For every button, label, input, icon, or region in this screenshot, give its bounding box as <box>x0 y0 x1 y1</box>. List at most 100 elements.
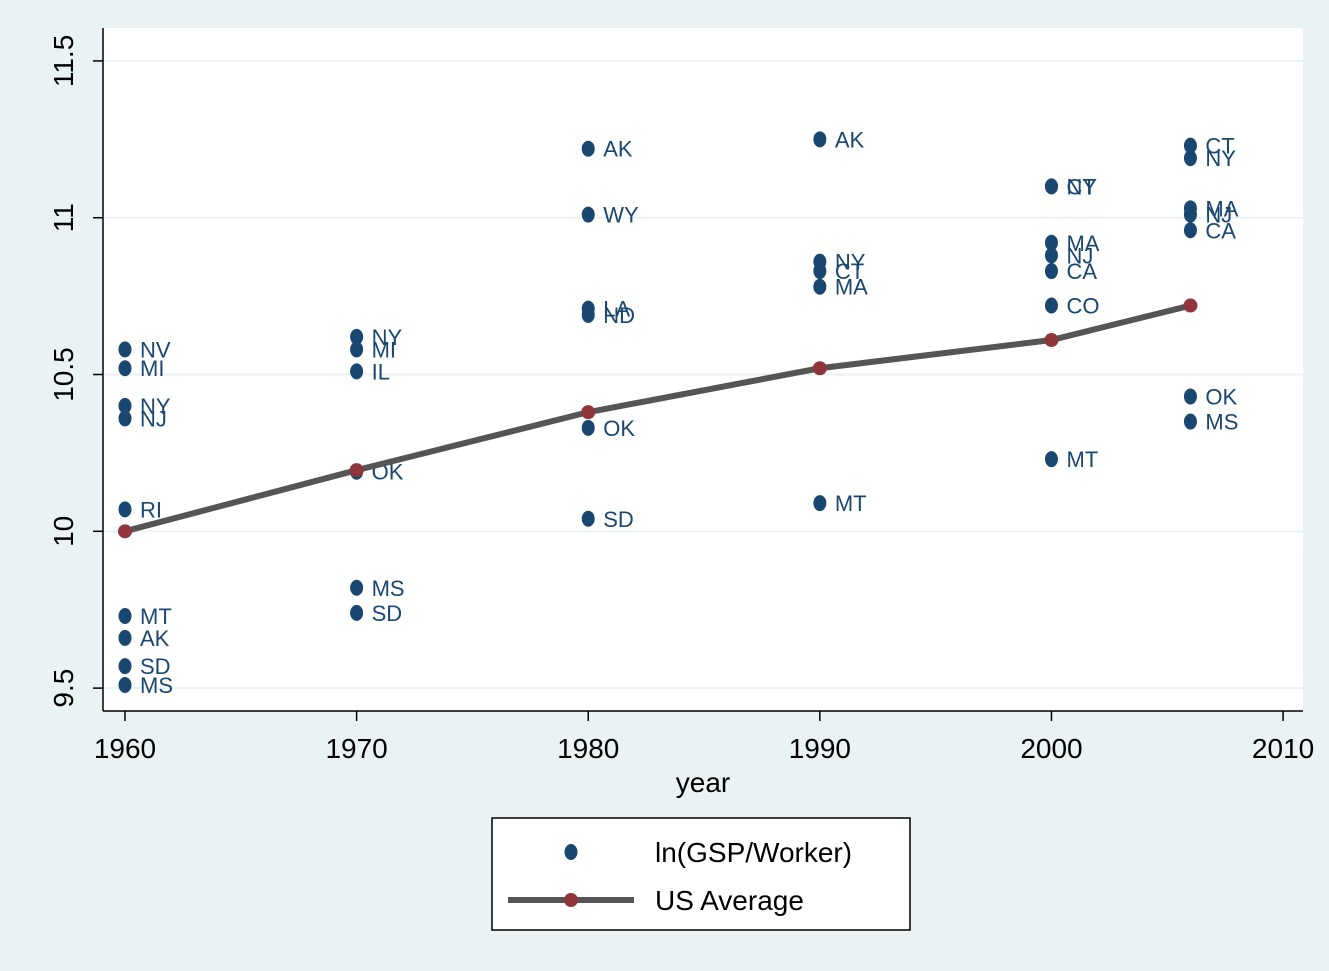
point-label: SD <box>140 654 171 679</box>
point <box>118 607 132 624</box>
point-label: NV <box>140 337 171 362</box>
point <box>1183 206 1197 223</box>
point-label: SD <box>603 507 634 532</box>
point-label: MS <box>372 576 405 601</box>
x-tick-label: 1990 <box>789 733 851 764</box>
y-tick-label: 10.5 <box>48 347 79 402</box>
line-marker <box>349 463 364 478</box>
point-label: MI <box>140 356 164 381</box>
y-tick-label: 11 <box>48 203 79 232</box>
point <box>1183 137 1197 154</box>
point <box>1044 451 1058 468</box>
point <box>118 629 132 646</box>
point <box>118 410 132 427</box>
line-marker <box>1183 298 1198 313</box>
point <box>1183 388 1197 405</box>
point <box>118 676 132 693</box>
point <box>813 263 827 280</box>
point <box>1044 178 1058 195</box>
point-label: MA <box>1205 196 1238 221</box>
point-label: NJ <box>140 406 167 431</box>
point-label: MS <box>140 673 173 698</box>
point <box>350 341 364 358</box>
y-tick-label: 9.5 <box>48 669 79 708</box>
point-label: SD <box>372 601 403 626</box>
point-label: LA <box>603 297 630 322</box>
x-axis-label: year <box>676 767 730 798</box>
point-label: CT <box>1205 134 1234 159</box>
point <box>1183 150 1197 167</box>
point <box>581 206 595 223</box>
line-marker <box>118 524 133 539</box>
x-tick-label: 2010 <box>1252 733 1314 764</box>
legend-label: ln(GSP/Worker) <box>655 837 852 868</box>
point-label: OK <box>603 416 635 441</box>
point <box>581 306 595 323</box>
point <box>813 131 827 148</box>
legend-marker <box>564 893 578 907</box>
point <box>118 658 132 675</box>
point <box>1044 247 1058 264</box>
point-label: MS <box>1205 410 1238 435</box>
point-label: CO <box>1066 294 1099 319</box>
point-label: ND <box>603 303 635 328</box>
point-label: AK <box>603 137 633 162</box>
point-label: AK <box>835 127 865 152</box>
point-label: NY <box>1205 146 1236 171</box>
point-label: MT <box>140 604 172 629</box>
point-label: RI <box>140 497 162 522</box>
line-marker <box>812 361 827 376</box>
legend <box>491 817 911 931</box>
point-label: CA <box>1205 218 1236 243</box>
point <box>1044 297 1058 314</box>
x-tick-label: 1970 <box>325 733 387 764</box>
x-tick-label: 1960 <box>94 733 156 764</box>
point-label: NY <box>372 325 403 350</box>
x-tick-label: 2000 <box>1020 733 1082 764</box>
point <box>350 363 364 380</box>
point <box>118 397 132 414</box>
point <box>581 140 595 157</box>
y-tick-label: 11.5 <box>48 35 79 87</box>
legend-marker <box>564 844 578 860</box>
point <box>813 495 827 512</box>
point-label: CT <box>835 259 864 284</box>
point <box>813 278 827 295</box>
point-label: NJ <box>1066 243 1093 268</box>
y-tick-label: 10 <box>48 516 79 547</box>
plot-area <box>103 28 1303 711</box>
point <box>581 510 595 527</box>
point-label: OK <box>1205 384 1237 409</box>
point-label: MA <box>1066 231 1099 256</box>
point <box>1044 263 1058 280</box>
point-label: MA <box>835 275 868 300</box>
point-label: MI <box>372 337 396 362</box>
point-label: MT <box>835 491 867 516</box>
point <box>118 341 132 358</box>
line-marker <box>581 405 596 420</box>
point-label: MT <box>1066 447 1098 472</box>
point-label: WY <box>603 203 639 228</box>
point-label: CA <box>1066 259 1097 284</box>
point <box>350 328 364 345</box>
x-tick-label: 1980 <box>557 733 619 764</box>
point <box>118 501 132 518</box>
line <box>124 302 1192 535</box>
line-marker <box>1044 333 1059 348</box>
point <box>1183 222 1197 239</box>
point <box>1044 234 1058 251</box>
point-label: NY <box>835 250 866 275</box>
point-label: NJ <box>1205 203 1232 228</box>
point-label: NY <box>1066 174 1097 199</box>
legend-label: US Average <box>655 885 804 916</box>
point-label: IL <box>372 359 390 384</box>
point-label: NY <box>140 394 171 419</box>
point <box>350 579 364 596</box>
point <box>1183 413 1197 430</box>
point-label: AK <box>140 626 170 651</box>
point <box>581 419 595 436</box>
point-label: CT <box>1066 174 1095 199</box>
point <box>118 360 132 377</box>
point <box>350 604 364 621</box>
